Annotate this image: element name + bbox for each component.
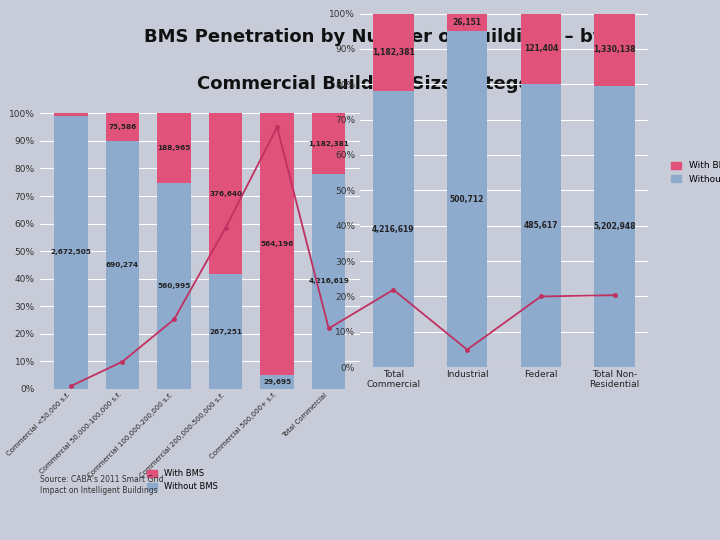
Text: Commercial Building Size Category: Commercial Building Size Category	[197, 75, 552, 92]
Bar	[594, 85, 635, 367]
Text: 560,995: 560,995	[158, 283, 191, 289]
Text: 1,182,381: 1,182,381	[372, 48, 415, 57]
Bar	[157, 183, 191, 389]
Bar	[106, 140, 139, 389]
Text: 5,202,948: 5,202,948	[593, 222, 636, 231]
Bar	[447, 14, 487, 31]
Text: 376,640: 376,640	[209, 191, 242, 197]
Text: 26,151: 26,151	[453, 18, 482, 27]
Bar	[312, 113, 346, 174]
Text: 4,216,619: 4,216,619	[308, 278, 349, 284]
Bar	[54, 113, 88, 116]
Text: 75,586: 75,586	[108, 124, 137, 130]
Text: 4,216,619: 4,216,619	[372, 225, 415, 234]
Bar	[106, 113, 139, 140]
Text: 267,251: 267,251	[209, 329, 242, 335]
Bar	[157, 113, 191, 183]
Text: 188,965: 188,965	[158, 145, 191, 151]
Legend: With BMS, Without BMS: With BMS, Without BMS	[144, 466, 221, 495]
Bar	[521, 84, 561, 367]
Text: 485,617: 485,617	[523, 221, 558, 230]
Text: Source: CABA's 2011 Smart Grid
Impact on Intelligent Buildings: Source: CABA's 2011 Smart Grid Impact on…	[40, 475, 163, 495]
Text: 564,196: 564,196	[261, 241, 294, 247]
Text: 500,712: 500,712	[450, 194, 485, 204]
Bar	[312, 174, 346, 389]
Bar	[447, 31, 487, 367]
Text: BMS Penetration by Number of Buildings – by: BMS Penetration by Number of Buildings –…	[144, 28, 605, 46]
Text: 1,182,381: 1,182,381	[308, 140, 349, 146]
Bar	[373, 14, 414, 91]
Text: 2,672,505: 2,672,505	[50, 249, 91, 255]
Bar	[521, 14, 561, 84]
Bar	[261, 113, 294, 375]
Text: 29,695: 29,695	[263, 379, 292, 385]
Text: 121,404: 121,404	[523, 44, 558, 53]
Bar	[209, 274, 243, 389]
Bar	[261, 375, 294, 389]
Bar	[594, 14, 635, 85]
Legend: With BMS, Without BMS: With BMS, Without BMS	[667, 158, 720, 187]
Bar	[373, 91, 414, 367]
Bar	[54, 116, 88, 389]
Bar	[209, 113, 243, 274]
Text: 1,330,138: 1,330,138	[593, 45, 636, 54]
Text: 690,274: 690,274	[106, 262, 139, 268]
